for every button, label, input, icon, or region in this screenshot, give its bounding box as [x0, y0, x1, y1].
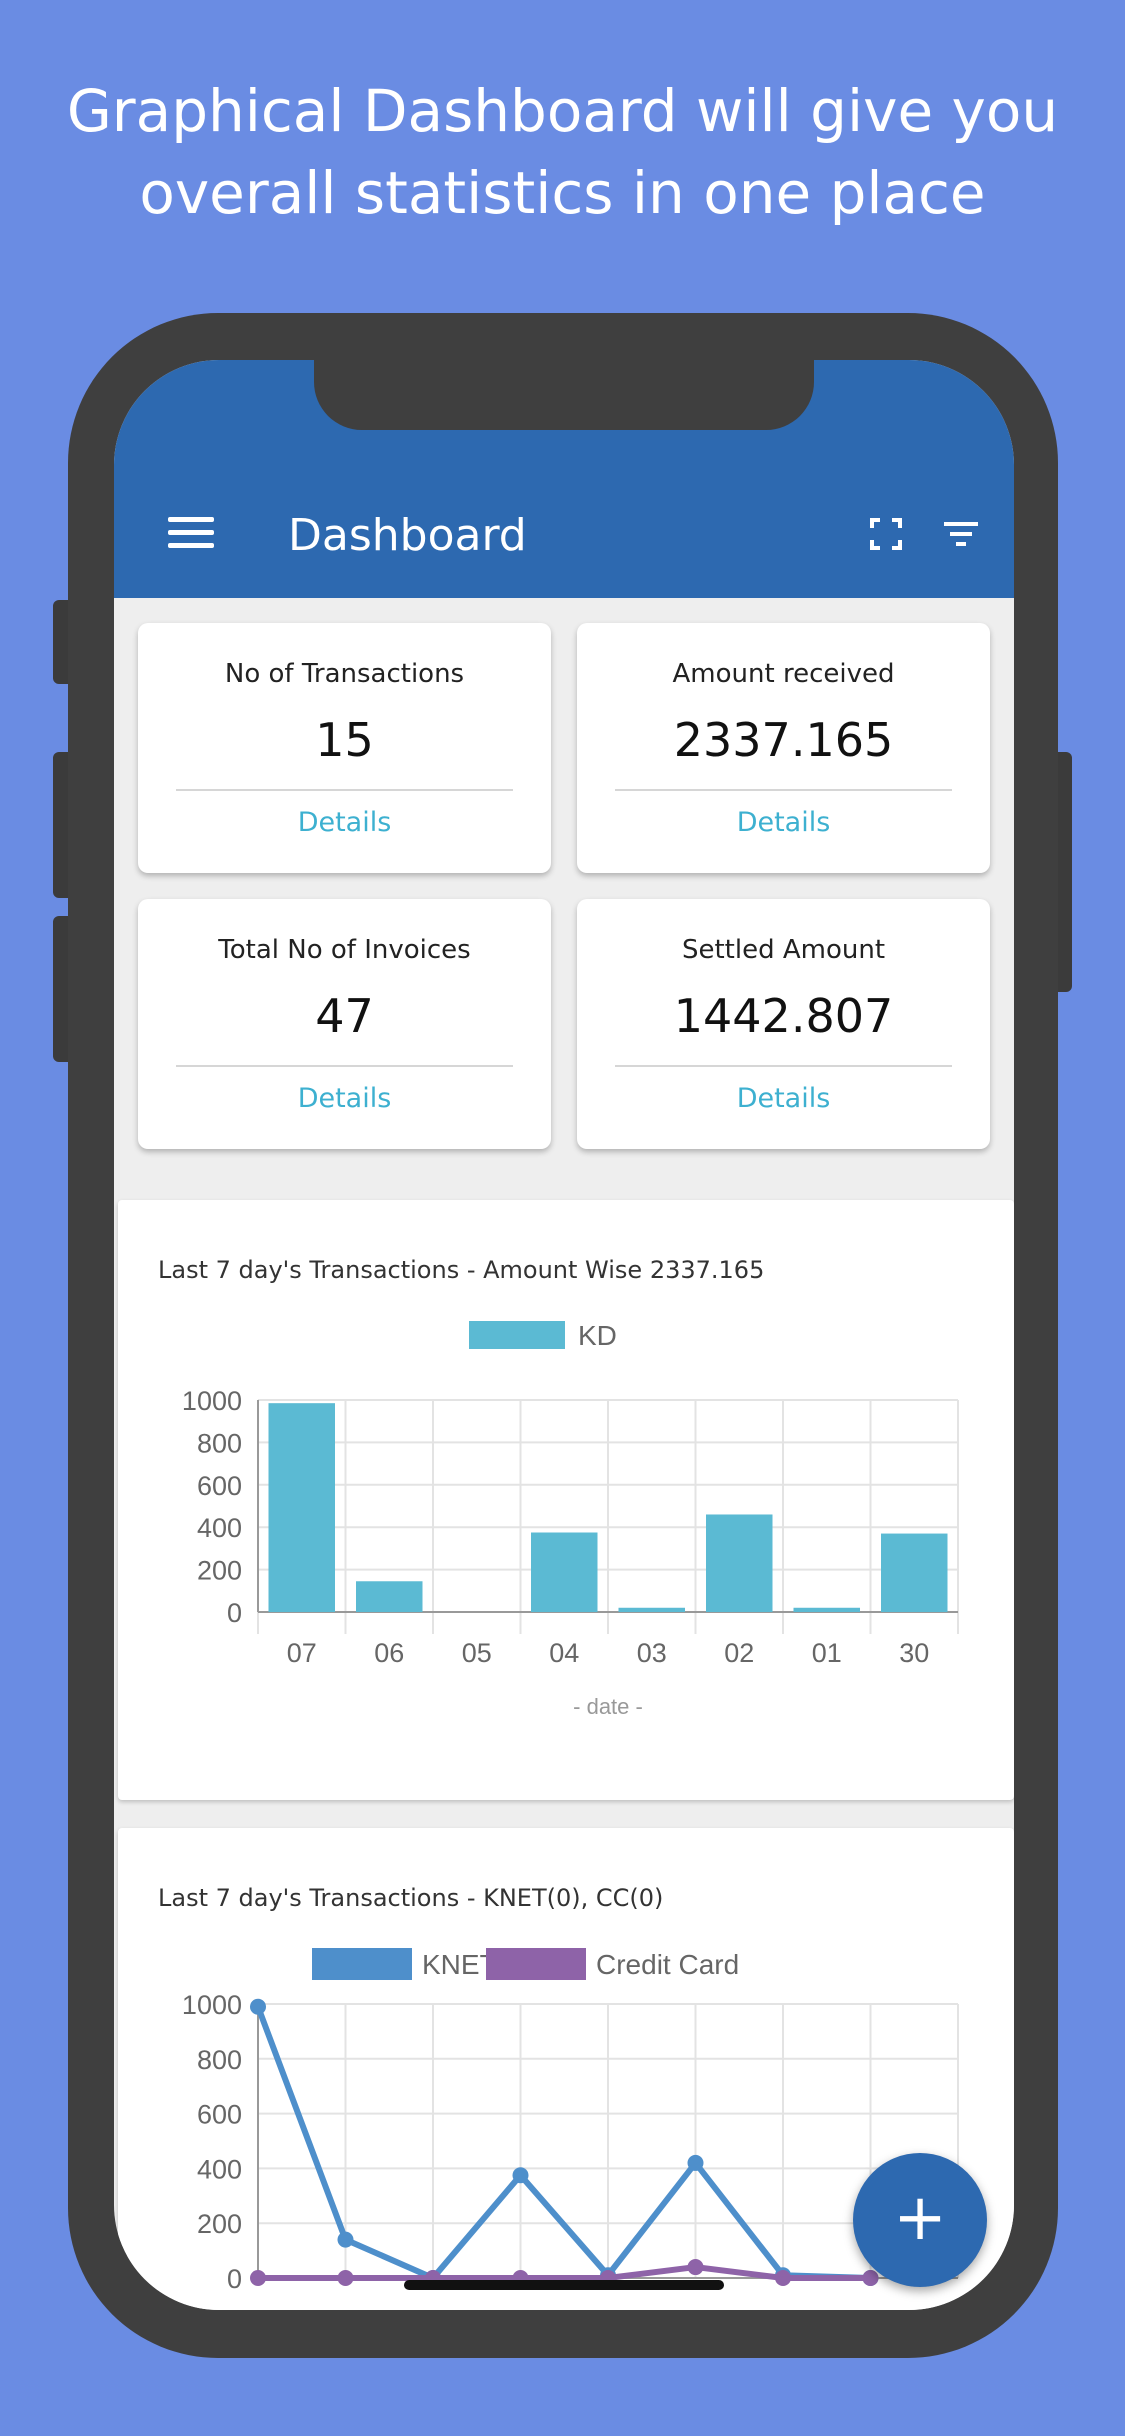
stat-label: Settled Amount	[681, 935, 886, 965]
details-link-settled-amount[interactable]: Details	[736, 1083, 831, 1114]
stat-divider	[615, 789, 952, 791]
stat-card-invoices: Total No of Invoices 47 Details	[138, 899, 551, 1149]
home-indicator	[404, 2280, 724, 2290]
x-tick-label: 01	[812, 1638, 842, 1668]
stat-value: 15	[315, 713, 374, 767]
bar-04	[531, 1532, 598, 1612]
promo-headline: Graphical Dashboard will give you overal…	[0, 70, 1125, 234]
legend-label-kd: KD	[578, 1320, 617, 1351]
data-point-30	[862, 2270, 879, 2286]
y-tick-label: 0	[227, 1598, 242, 1628]
promo-headline-line2: overall statistics in one place	[139, 159, 986, 227]
y-tick-label: 400	[197, 2154, 242, 2184]
chart-title: Last 7 day's Transactions - KNET(0), CC(…	[158, 1884, 664, 1912]
bar-chart: 1000 800 600 400 200 0 KD 07 06 05 04 03 02 01 30 - dat…	[182, 1319, 959, 1719]
y-tick-label: 0	[227, 2264, 242, 2294]
bar-03	[618, 1607, 685, 1612]
stat-value: 1442.807	[673, 989, 894, 1043]
bar-chart-card: Last 7 day's Transactions - Amount Wise …	[118, 1200, 1014, 1800]
x-tick-label: 04	[549, 1638, 579, 1668]
y-tick-label: 1000	[182, 1990, 242, 2020]
x-tick-label: 30	[899, 1638, 929, 1668]
x-tick-label: 07	[287, 1638, 317, 1668]
stat-divider	[176, 1065, 513, 1067]
bar-01	[793, 1607, 860, 1612]
phone-frame: Dashboard No of Transactions 15 Details …	[68, 313, 1058, 2358]
stat-label: Amount received	[672, 659, 895, 689]
data-point-07	[250, 1998, 266, 2015]
promo-headline-line1: Graphical Dashboard will give you	[66, 77, 1059, 145]
chart-title: Last 7 day's Transactions - Amount Wise …	[158, 1256, 765, 1284]
data-point-04	[512, 2167, 529, 2184]
y-tick-label: 600	[197, 1471, 242, 1501]
stat-card-amount-received: Amount received 2337.165 Details	[577, 623, 990, 873]
data-point-02	[687, 2259, 704, 2276]
phone-notch	[314, 360, 814, 430]
legend-swatch-kd	[467, 1319, 567, 1351]
details-link-transactions[interactable]: Details	[297, 807, 392, 838]
line-chart: 1000 800 600 400 200 0 KNET Credit Card	[182, 1948, 959, 2294]
stat-divider	[176, 789, 513, 791]
data-point-01	[775, 2270, 791, 2286]
legend-swatch-credit-card	[486, 1948, 586, 1980]
stat-value: 2337.165	[673, 713, 894, 767]
data-point-07	[250, 2270, 266, 2286]
stat-label: No of Transactions	[224, 659, 465, 689]
y-tick-label: 1000	[182, 1386, 242, 1416]
details-link-invoices[interactable]: Details	[297, 1083, 392, 1114]
x-tick-label: 02	[724, 1638, 754, 1668]
legend-label-credit-card: Credit Card	[596, 1949, 739, 1980]
menu-icon[interactable]	[168, 517, 214, 549]
data-point-06	[337, 2231, 354, 2248]
bar-07	[268, 1403, 335, 1612]
stat-card-transactions: No of Transactions 15 Details	[138, 623, 551, 873]
add-fab-button[interactable]: +	[853, 2153, 987, 2287]
legend-label-knet: KNET	[422, 1949, 497, 1980]
filter-icon[interactable]	[944, 520, 978, 548]
fullscreen-icon[interactable]	[870, 518, 902, 550]
page-title: Dashboard	[288, 510, 527, 561]
legend-swatch-knet	[312, 1948, 412, 1980]
series-line-credit-card	[258, 2264, 871, 2281]
x-tick-label: 06	[374, 1638, 404, 1668]
y-tick-label: 800	[197, 2045, 242, 2075]
y-tick-label: 200	[197, 1556, 242, 1586]
stat-label: Total No of Invoices	[218, 935, 471, 965]
details-link-amount-received[interactable]: Details	[736, 807, 831, 838]
data-point-06	[337, 2270, 354, 2286]
phone-screen: Dashboard No of Transactions 15 Details …	[114, 360, 1014, 2310]
bar-06	[356, 1581, 423, 1612]
y-tick-label: 400	[197, 1513, 242, 1543]
x-tick-label: 05	[462, 1638, 492, 1668]
stat-divider	[615, 1065, 952, 1067]
stat-card-settled-amount: Settled Amount 1442.807 Details	[577, 899, 990, 1149]
bar-02	[706, 1514, 773, 1612]
bar-30	[881, 1533, 948, 1612]
y-tick-label: 600	[197, 2100, 242, 2130]
stat-value: 47	[315, 989, 374, 1043]
x-axis-title: - date -	[573, 1694, 643, 1719]
series-line-knet	[255, 2005, 871, 2281]
x-tick-label: 03	[637, 1638, 667, 1668]
y-tick-label: 200	[197, 2209, 242, 2239]
y-tick-label: 800	[197, 1428, 242, 1458]
data-point-02	[687, 2154, 704, 2171]
